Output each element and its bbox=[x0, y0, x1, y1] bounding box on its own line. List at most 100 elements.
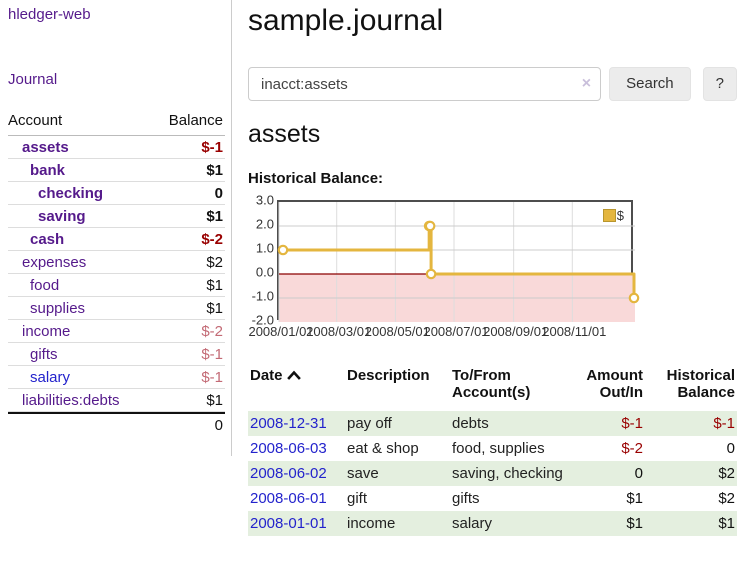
register-cell-accounts: saving, checking bbox=[452, 465, 563, 482]
register-cell-description: pay off bbox=[347, 415, 392, 432]
register-cell-amount: $-1 bbox=[568, 411, 645, 436]
register-table: Date Description To/From Account(s) Amou… bbox=[248, 361, 737, 536]
sidebar-item-journal[interactable]: Journal bbox=[8, 71, 58, 88]
chart-title: Historical Balance: bbox=[248, 170, 384, 187]
account-link[interactable]: saving bbox=[38, 207, 86, 225]
account-row: expenses $2 bbox=[8, 251, 225, 274]
account-row: gifts $-1 bbox=[8, 343, 225, 366]
accounts-header-balance: Balance bbox=[168, 112, 223, 129]
transaction-date-link[interactable]: 2008-06-02 bbox=[250, 465, 327, 482]
register-cell-amount: $1 bbox=[568, 486, 645, 511]
search-input[interactable] bbox=[248, 67, 602, 101]
account-link[interactable]: supplies bbox=[30, 299, 86, 317]
account-link[interactable]: income bbox=[22, 322, 71, 340]
x-axis-tick-label: 2008/03/01 bbox=[306, 324, 372, 339]
balance-value: 0 bbox=[726, 440, 735, 457]
register-row: 2008-12-31 pay off debts $-1 $-1 bbox=[248, 411, 737, 436]
register-cell-description: income bbox=[347, 515, 396, 532]
account-row: food $1 bbox=[8, 274, 225, 297]
accounts-total-value: 0 bbox=[214, 417, 223, 434]
register-row: 2008-06-01 gift gifts $1 $2 bbox=[248, 486, 737, 511]
account-row: saving $1 bbox=[8, 205, 225, 228]
account-balance: $-2 bbox=[201, 322, 223, 340]
account-link[interactable]: bank bbox=[30, 161, 66, 179]
x-axis-tick-label: 2008/07/01 bbox=[423, 324, 489, 339]
register-cell-accounts: salary bbox=[452, 515, 493, 532]
account-row: salary $-1 bbox=[8, 366, 225, 389]
transaction-date-link[interactable]: 2008-12-31 bbox=[250, 415, 327, 432]
search-help-button[interactable]: ? bbox=[702, 67, 737, 101]
register-cell-balance: $-1 bbox=[645, 411, 737, 436]
balance-value: $1 bbox=[718, 515, 735, 532]
amount-value: 0 bbox=[634, 465, 643, 482]
register-header-amount: Amount Out/In bbox=[586, 367, 643, 401]
historical-balance-chart: $ 3.0 2.0 1.0 0.0 -1.0 -2.0 2008/01/01 2008/03/… bbox=[248, 193, 737, 339]
transaction-date-link[interactable]: 2008-06-03 bbox=[250, 440, 327, 457]
search-box: × bbox=[248, 67, 602, 101]
transaction-date-link[interactable]: 2008-01-01 bbox=[250, 515, 327, 532]
account-row: income $-2 bbox=[8, 320, 225, 343]
account-link[interactable]: gifts bbox=[30, 345, 58, 363]
accounts-header-account: Account bbox=[8, 112, 63, 129]
x-axis-tick-label: 2008/11/01 bbox=[542, 324, 607, 339]
account-balance: $2 bbox=[206, 253, 223, 271]
account-row: checking 0 bbox=[8, 182, 225, 205]
search-form: × Search ? bbox=[248, 67, 737, 101]
legend-swatch-icon bbox=[602, 209, 616, 222]
account-balance: $-1 bbox=[201, 138, 223, 156]
account-link[interactable]: food bbox=[30, 276, 60, 294]
y-axis-tick-label: -1.0 bbox=[251, 288, 274, 304]
page-title: sample.journal bbox=[248, 4, 444, 37]
account-balance: $-1 bbox=[201, 368, 223, 386]
register-cell-balance: $2 bbox=[645, 486, 737, 511]
account-balance: $1 bbox=[206, 161, 223, 179]
balance-value: $2 bbox=[718, 465, 735, 482]
account-balance: $1 bbox=[206, 391, 223, 409]
account-balance: $-1 bbox=[201, 345, 223, 363]
register-cell-balance: $1 bbox=[645, 511, 737, 536]
register-header-accounts: To/From Account(s) bbox=[452, 367, 531, 401]
account-balance: $1 bbox=[206, 276, 223, 294]
account-link[interactable]: expenses bbox=[22, 253, 87, 271]
register-cell-amount: $1 bbox=[568, 511, 645, 536]
account-link[interactable]: cash bbox=[30, 230, 65, 248]
account-heading: assets bbox=[248, 120, 321, 148]
y-axis-tick-label: 1.0 bbox=[255, 240, 274, 256]
register-header-date[interactable]: Date bbox=[248, 363, 345, 405]
account-row: assets $-1 bbox=[8, 136, 225, 159]
amount-value: $1 bbox=[626, 490, 643, 507]
register-header-row: Date Description To/From Account(s) Amou… bbox=[248, 361, 737, 411]
register-cell-balance: $2 bbox=[645, 461, 737, 486]
register-cell-date: 2008-12-31 bbox=[248, 411, 345, 436]
balance-value: $2 bbox=[718, 490, 735, 507]
search-button[interactable]: Search bbox=[609, 67, 691, 101]
register-cell-accounts: food, supplies bbox=[452, 440, 545, 457]
chart-canvas bbox=[277, 202, 640, 322]
register-rows: 2008-12-31 pay off debts $-1 $-1 2008-06-03 ea… bbox=[248, 411, 737, 536]
amount-value: $-1 bbox=[621, 415, 643, 432]
sort-caret-up-icon bbox=[286, 367, 301, 384]
account-row: liabilities:debts $1 bbox=[8, 389, 225, 412]
account-balance: 0 bbox=[214, 184, 223, 202]
account-link[interactable]: checking bbox=[38, 184, 104, 202]
clear-search-icon[interactable]: × bbox=[581, 75, 592, 92]
register-cell-description: eat & shop bbox=[347, 440, 419, 457]
account-link[interactable]: assets bbox=[22, 138, 69, 156]
register-cell-balance: 0 bbox=[645, 436, 737, 461]
register-cell-accounts: gifts bbox=[452, 490, 480, 507]
y-axis-tick-label: 3.0 bbox=[255, 192, 274, 208]
register-cell-date: 2008-06-03 bbox=[248, 436, 345, 461]
register-cell-date: 2008-01-01 bbox=[248, 511, 345, 536]
register-row: 2008-01-01 income salary $1 $1 bbox=[248, 511, 737, 536]
register-cell-amount: 0 bbox=[568, 461, 645, 486]
transaction-date-link[interactable]: 2008-06-01 bbox=[250, 490, 327, 507]
accounts-total-row: 0 bbox=[8, 412, 225, 434]
account-balance: $-2 bbox=[201, 230, 223, 248]
app-title-link[interactable]: hledger-web bbox=[8, 6, 91, 23]
account-link[interactable]: liabilities:debts bbox=[22, 391, 120, 409]
account-link[interactable]: salary bbox=[30, 368, 71, 386]
account-balance: $1 bbox=[206, 299, 223, 317]
register-row: 2008-06-02 save saving, checking 0 $2 bbox=[248, 461, 737, 486]
accounts-table: Account Balance assets $-1 bank $1 checking 0… bbox=[8, 108, 225, 434]
